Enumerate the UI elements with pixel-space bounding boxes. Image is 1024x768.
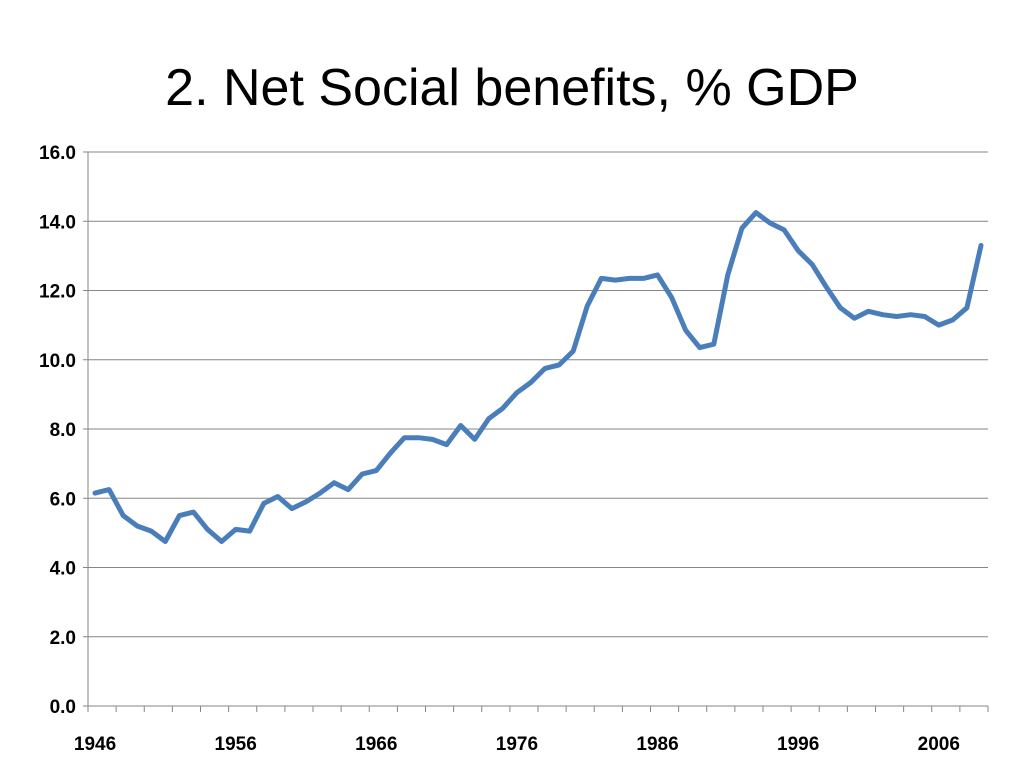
y-tick-labels: 0.0 2.0 4.0 6.0 8.0 10.0 12.0 14.0 16.0 <box>39 143 76 718</box>
x-tick-label: 1966 <box>355 734 397 755</box>
y-tick-label: 2.0 <box>50 628 76 649</box>
x-tick-label: 1996 <box>777 734 819 755</box>
y-tick-label: 8.0 <box>50 420 76 441</box>
x-tick-label: 1956 <box>215 734 257 755</box>
x-tick-label: 2006 <box>918 734 960 755</box>
y-tick-label: 14.0 <box>39 212 76 233</box>
y-tick-label: 16.0 <box>39 143 76 164</box>
y-tick-label: 0.0 <box>50 697 76 718</box>
series-layer <box>92 210 984 544</box>
y-tick-label: 12.0 <box>39 282 76 303</box>
x-tick-labels: 1946 1956 1966 1976 1986 1996 2006 <box>74 734 960 755</box>
y-tick-label: 10.0 <box>39 351 76 372</box>
gridlines <box>88 151 988 707</box>
x-tick-label: 1946 <box>74 734 116 755</box>
series-line <box>92 210 984 544</box>
y-tick-label: 4.0 <box>50 559 76 580</box>
x-tick-label: 1986 <box>636 734 678 755</box>
axes <box>83 151 989 712</box>
x-tick-label: 1976 <box>496 734 538 755</box>
slide-title: 2. Net Social benefits, % GDP <box>165 59 859 117</box>
y-tick-label: 6.0 <box>50 489 76 510</box>
